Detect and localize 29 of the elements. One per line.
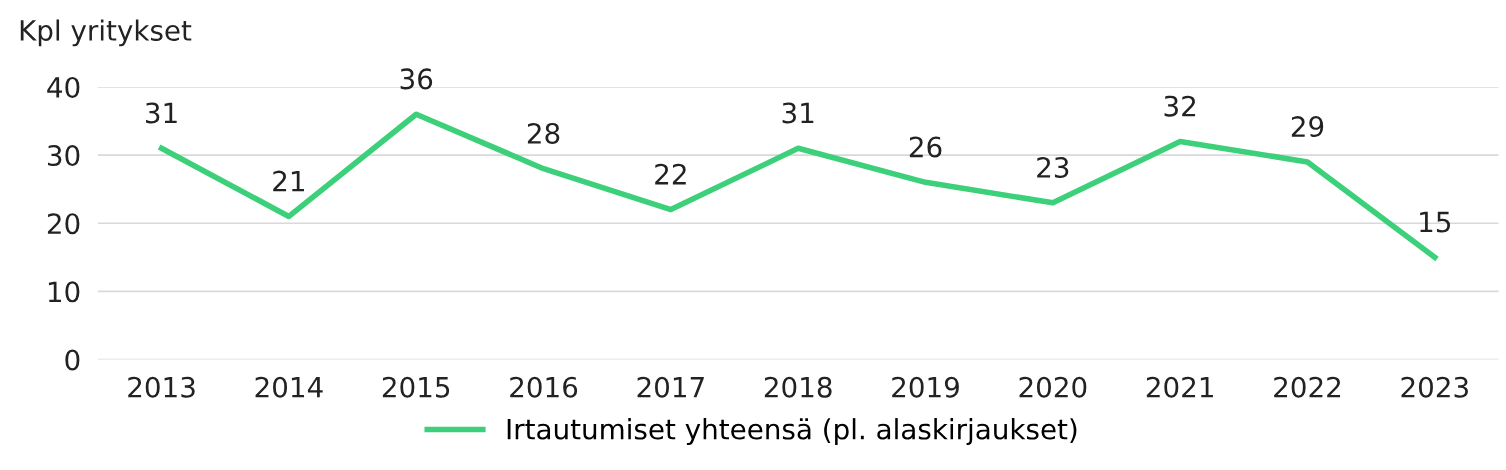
x-tick-label: 2017 [637, 376, 704, 398]
x-tick-label: 2018 [764, 376, 832, 398]
y-tick-label: 10 [48, 281, 80, 303]
y-axis-title: Kpl yritykset [20, 19, 192, 47]
data-label: 23 [1037, 156, 1069, 178]
x-tick-label: 2022 [1274, 376, 1341, 398]
x-tick-label: 2016 [510, 376, 578, 398]
x-tick-label: 2021 [1146, 376, 1213, 398]
data-label: 21 [273, 170, 304, 192]
data-label: 36 [400, 68, 433, 90]
data-label: 29 [1291, 116, 1324, 138]
x-tick-label: 2019 [892, 376, 959, 398]
y-tick-label: 40 [47, 76, 80, 98]
data-label: 31 [146, 102, 177, 124]
data-label: 28 [527, 122, 560, 144]
data-label: 31 [782, 102, 814, 124]
y-tick-label: 30 [47, 145, 80, 167]
data-label: 22 [655, 163, 686, 185]
legend-label: Irtautumiset yhteensä (pl. alaskirjaukset) [507, 418, 1077, 445]
x-tick-label: 2015 [382, 376, 450, 398]
x-tick-label: 2023 [1401, 376, 1468, 398]
x-tick-label: 2014 [255, 376, 323, 398]
x-tick-label: 2013 [128, 376, 195, 398]
data-label: 32 [1164, 95, 1196, 117]
y-tick-label: 20 [47, 213, 80, 235]
x-tick-label: 2020 [1019, 376, 1087, 398]
y-tick-label: 0 [65, 349, 80, 371]
data-label: 26 [909, 136, 942, 158]
data-label: 15 [1420, 211, 1451, 233]
